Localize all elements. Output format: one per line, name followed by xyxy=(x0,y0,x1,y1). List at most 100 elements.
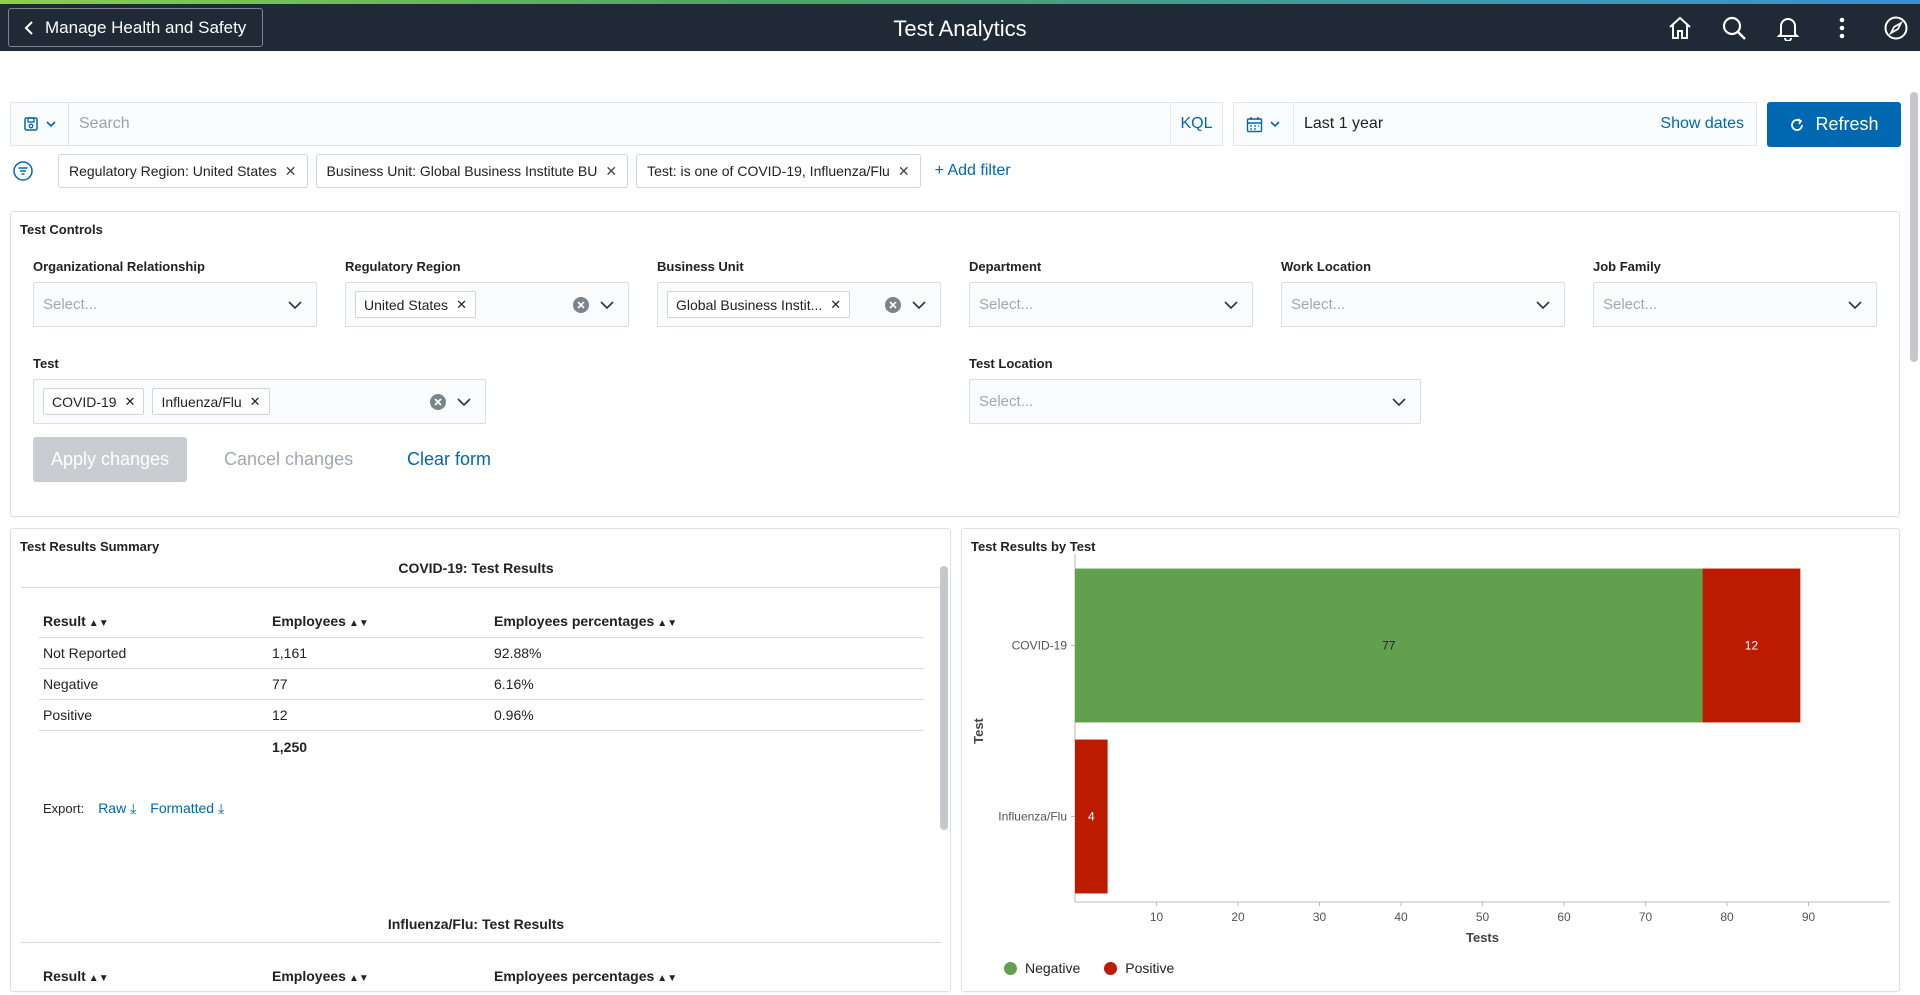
clear-icon[interactable] xyxy=(884,296,902,314)
table-cell: 77 xyxy=(272,676,288,692)
top-header: Manage Health and Safety Test Analytics xyxy=(0,0,1920,51)
job-family-select[interactable]: Select... xyxy=(1593,282,1877,327)
panel-title: Test Results by Test xyxy=(971,539,1096,554)
column-header-result[interactable]: Result ▲▼ xyxy=(43,968,109,984)
org-relationship-select[interactable]: Select... xyxy=(33,282,317,327)
legend-item-positive[interactable]: Positive xyxy=(1104,960,1174,976)
filter-pill-test[interactable]: Test: is one of COVID-19, Influenza/Flu ✕ xyxy=(636,154,921,188)
x-tick-label: 50 xyxy=(1476,910,1490,924)
test-select[interactable]: COVID-19 ✕ Influenza/Flu ✕ xyxy=(33,379,486,424)
work-location-select[interactable]: Select... xyxy=(1281,282,1565,327)
close-icon[interactable]: ✕ xyxy=(284,162,297,179)
filter-menu-icon[interactable] xyxy=(12,160,34,182)
chart-legend: Negative Positive xyxy=(1004,960,1174,976)
apply-changes-button[interactable]: Apply changes xyxy=(33,437,187,482)
test-location-select[interactable]: Select... xyxy=(969,379,1421,424)
test-location-label: Test Location xyxy=(969,356,1053,371)
table-total: 1,250 xyxy=(272,739,308,755)
chevron-down-icon xyxy=(1848,301,1862,310)
table-cell: 1,161 xyxy=(272,645,308,661)
cancel-changes-button[interactable]: Cancel changes xyxy=(224,449,354,469)
filter-pill-label: Test: is one of COVID-19, Influenza/Flu xyxy=(647,163,890,179)
close-icon[interactable]: ✕ xyxy=(249,393,261,409)
refresh-button[interactable]: Refresh xyxy=(1767,102,1901,147)
table-cell: 92.88% xyxy=(494,645,542,661)
y-tick-label: COVID-19 xyxy=(1012,639,1068,653)
chevron-down-icon xyxy=(288,301,302,310)
close-icon[interactable]: ✕ xyxy=(456,296,467,312)
selected-chip: COVID-19 ✕ xyxy=(43,388,145,415)
sort-icon: ▲▼ xyxy=(348,618,369,629)
filter-pill-label: Business Unit: Global Business Institute… xyxy=(326,163,598,179)
select-placeholder: Select... xyxy=(979,393,1034,410)
clear-icon[interactable] xyxy=(572,296,590,314)
export-formatted-link[interactable]: Formatted ⤓ xyxy=(150,800,225,816)
query-bar: Search KQL xyxy=(10,102,1223,146)
test-controls-panel: Test Controls xyxy=(10,211,1900,517)
calendar-icon xyxy=(1246,116,1263,132)
chevron-left-icon xyxy=(24,20,33,35)
date-picker: Last 1 year Show dates xyxy=(1233,102,1757,146)
close-icon[interactable]: ✕ xyxy=(124,393,136,409)
column-header-result[interactable]: Result ▲▼ xyxy=(43,613,109,629)
summary-scrollbar[interactable] xyxy=(940,566,948,830)
home-icon[interactable] xyxy=(1666,14,1694,42)
selected-chip: Influenza/Flu ✕ xyxy=(152,388,270,415)
export-raw-link[interactable]: Raw ⤓ xyxy=(98,800,137,816)
table-cell: Not Reported xyxy=(43,645,127,661)
panel-title: Test Results Summary xyxy=(20,539,160,554)
column-header-employees[interactable]: Employees ▲▼ xyxy=(272,613,369,629)
table-cell: Positive xyxy=(43,707,93,723)
close-icon[interactable]: ✕ xyxy=(830,296,842,312)
add-filter-link[interactable]: + Add filter xyxy=(934,162,1011,179)
legend-swatch xyxy=(1104,962,1118,975)
filter-pill-business-unit[interactable]: Business Unit: Global Business Institute… xyxy=(315,154,629,188)
close-icon[interactable]: ✕ xyxy=(605,162,618,179)
x-tick-label: 30 xyxy=(1313,910,1327,924)
covid-table-title: COVID-19: Test Results xyxy=(398,560,554,576)
back-button[interactable]: Manage Health and Safety xyxy=(8,8,264,47)
department-select[interactable]: Select... xyxy=(969,282,1253,327)
download-icon: ⤓ xyxy=(130,800,137,816)
bar-negative-0 xyxy=(1075,568,1703,723)
legend-item-negative[interactable]: Negative xyxy=(1004,960,1080,976)
select-placeholder: Select... xyxy=(979,296,1034,313)
kql-toggle[interactable]: KQL xyxy=(1170,103,1222,145)
regulatory-region-select[interactable]: United States ✕ xyxy=(345,282,629,327)
bell-icon[interactable] xyxy=(1774,14,1802,42)
export-links: Export: Raw ⤓ Formatted ⤓ xyxy=(43,800,224,817)
test-results-chart: 77 12 COVID-19 4 Influenza/Flu 10 20 30 40 50 60 70… xyxy=(971,554,1890,945)
show-dates-link[interactable]: Show dates xyxy=(1660,115,1744,132)
more-icon[interactable] xyxy=(1828,14,1856,42)
page-scrollbar[interactable] xyxy=(1910,92,1918,362)
clear-form-link[interactable]: Clear form xyxy=(407,449,492,469)
quick-date-button[interactable] xyxy=(1234,103,1294,145)
compass-icon[interactable] xyxy=(1882,14,1910,42)
close-icon[interactable]: ✕ xyxy=(897,162,910,179)
x-tick-label: 40 xyxy=(1394,910,1408,924)
search-icon[interactable] xyxy=(1720,14,1748,42)
column-header-employees[interactable]: Employees ▲▼ xyxy=(272,968,369,984)
chip-label: Influenza/Flu xyxy=(161,393,242,410)
date-range-value[interactable]: Last 1 year xyxy=(1304,115,1384,132)
data-label: 77 xyxy=(1382,639,1396,653)
regulatory-region-label: Regulatory Region xyxy=(345,259,461,274)
download-icon: ⤓ xyxy=(218,800,225,816)
column-header-percentages[interactable]: Employees percentages ▲▼ xyxy=(494,613,678,629)
sort-icon: ▲▼ xyxy=(657,973,678,984)
column-header-percentages[interactable]: Employees percentages ▲▼ xyxy=(494,968,678,984)
x-tick-label: 80 xyxy=(1720,910,1734,924)
job-family-label: Job Family xyxy=(1593,259,1661,274)
clear-icon[interactable] xyxy=(429,393,447,411)
filter-bar: Regulatory Region: United States ✕ Busine… xyxy=(12,154,1011,188)
business-unit-label: Business Unit xyxy=(657,259,744,274)
page-title: Test Analytics xyxy=(893,16,1027,41)
x-tick-label: 20 xyxy=(1231,910,1245,924)
business-unit-select[interactable]: Global Business Instit... ✕ xyxy=(657,282,941,327)
filter-pill-region[interactable]: Regulatory Region: United States ✕ xyxy=(58,154,308,188)
saved-queries-button[interactable] xyxy=(11,103,69,145)
search-input[interactable]: Search xyxy=(79,115,130,132)
chevron-down-icon xyxy=(1392,398,1406,407)
refresh-label: Refresh xyxy=(1815,114,1879,134)
sort-icon: ▲▼ xyxy=(88,618,109,629)
